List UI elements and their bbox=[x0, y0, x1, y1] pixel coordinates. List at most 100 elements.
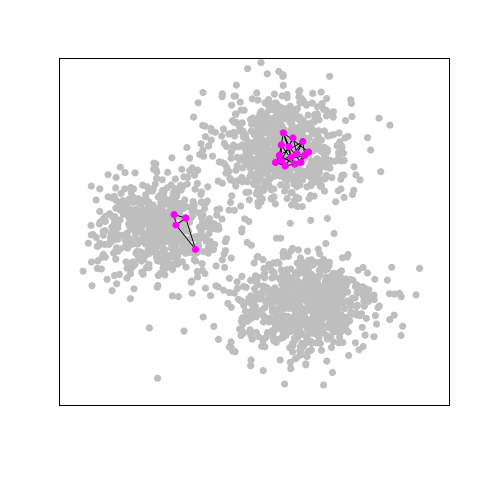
background-point bbox=[247, 362, 255, 370]
background-point bbox=[364, 297, 373, 306]
background-point bbox=[270, 105, 278, 114]
background-point bbox=[351, 339, 359, 347]
background-point bbox=[313, 312, 321, 320]
background-point bbox=[124, 234, 132, 242]
background-point bbox=[309, 261, 317, 269]
background-point bbox=[253, 276, 261, 284]
background-point bbox=[303, 283, 311, 291]
background-point bbox=[326, 156, 334, 164]
background-point bbox=[241, 307, 249, 315]
background-point bbox=[218, 256, 226, 264]
background-point bbox=[309, 89, 317, 97]
background-point bbox=[228, 192, 236, 200]
background-point bbox=[310, 295, 318, 303]
background-point bbox=[251, 159, 259, 167]
background-point bbox=[293, 202, 301, 211]
background-point bbox=[160, 189, 168, 197]
background-point bbox=[103, 275, 111, 283]
background-point bbox=[191, 171, 199, 179]
background-point bbox=[214, 335, 223, 343]
background-point bbox=[89, 230, 97, 238]
background-point bbox=[84, 239, 92, 247]
background-point bbox=[108, 287, 116, 295]
background-point bbox=[294, 177, 302, 185]
background-point bbox=[316, 271, 324, 279]
background-point bbox=[243, 159, 251, 167]
background-point bbox=[338, 254, 346, 262]
background-point bbox=[242, 188, 250, 197]
background-point bbox=[346, 275, 354, 284]
background-point bbox=[246, 115, 255, 123]
background-point bbox=[197, 140, 205, 148]
background-point bbox=[112, 184, 120, 192]
background-point bbox=[294, 246, 302, 254]
background-point bbox=[253, 253, 261, 261]
background-point bbox=[255, 333, 263, 341]
background-point bbox=[211, 128, 219, 136]
highlight-point bbox=[271, 158, 280, 166]
background-point bbox=[193, 233, 201, 241]
background-point bbox=[130, 285, 138, 293]
background-point bbox=[266, 124, 274, 132]
background-point bbox=[225, 206, 233, 214]
background-point bbox=[304, 125, 313, 133]
background-point bbox=[370, 333, 378, 341]
background-point bbox=[271, 200, 279, 208]
background-point bbox=[131, 224, 139, 232]
background-point bbox=[123, 274, 131, 282]
background-point bbox=[173, 191, 181, 199]
background-point bbox=[239, 164, 247, 172]
highlight-point bbox=[281, 162, 289, 170]
background-point bbox=[335, 153, 343, 161]
background-point bbox=[364, 134, 372, 142]
background-point bbox=[320, 127, 328, 135]
background-point bbox=[284, 276, 292, 284]
background-point bbox=[152, 166, 160, 174]
background-point bbox=[280, 248, 288, 256]
background-point bbox=[258, 288, 266, 296]
background-point bbox=[119, 210, 127, 218]
background-point bbox=[204, 183, 212, 191]
background-point bbox=[257, 107, 265, 115]
background-point bbox=[225, 130, 233, 138]
background-point bbox=[343, 297, 351, 305]
highlight-point bbox=[299, 137, 307, 146]
background-point bbox=[96, 239, 104, 247]
background-point bbox=[276, 356, 284, 364]
background-point bbox=[263, 112, 271, 120]
background-point bbox=[338, 318, 346, 326]
background-point bbox=[320, 105, 328, 113]
background-point bbox=[335, 269, 343, 277]
background-point bbox=[352, 309, 360, 317]
background-point bbox=[232, 182, 240, 190]
background-point bbox=[371, 312, 379, 320]
background-point bbox=[137, 208, 145, 216]
background-point bbox=[250, 180, 258, 189]
background-point bbox=[180, 173, 188, 181]
background-point bbox=[171, 175, 179, 183]
background-point bbox=[232, 110, 240, 118]
background-point bbox=[344, 328, 352, 336]
background-points bbox=[79, 59, 424, 389]
background-point bbox=[238, 154, 246, 162]
background-point bbox=[340, 305, 348, 313]
background-point bbox=[305, 163, 313, 171]
network-edge bbox=[175, 224, 196, 250]
background-point bbox=[215, 225, 223, 233]
background-point bbox=[244, 138, 252, 146]
background-point bbox=[320, 187, 329, 195]
background-point bbox=[298, 339, 306, 348]
background-point bbox=[132, 249, 140, 257]
background-point bbox=[201, 133, 210, 141]
background-point bbox=[218, 179, 226, 187]
background-point bbox=[287, 201, 296, 209]
background-point bbox=[332, 198, 340, 206]
background-point bbox=[372, 320, 381, 328]
background-point bbox=[96, 185, 104, 193]
background-point bbox=[79, 267, 87, 275]
background-point bbox=[113, 246, 121, 254]
background-point bbox=[386, 121, 394, 129]
background-point bbox=[190, 113, 198, 121]
network-edge bbox=[283, 132, 309, 153]
